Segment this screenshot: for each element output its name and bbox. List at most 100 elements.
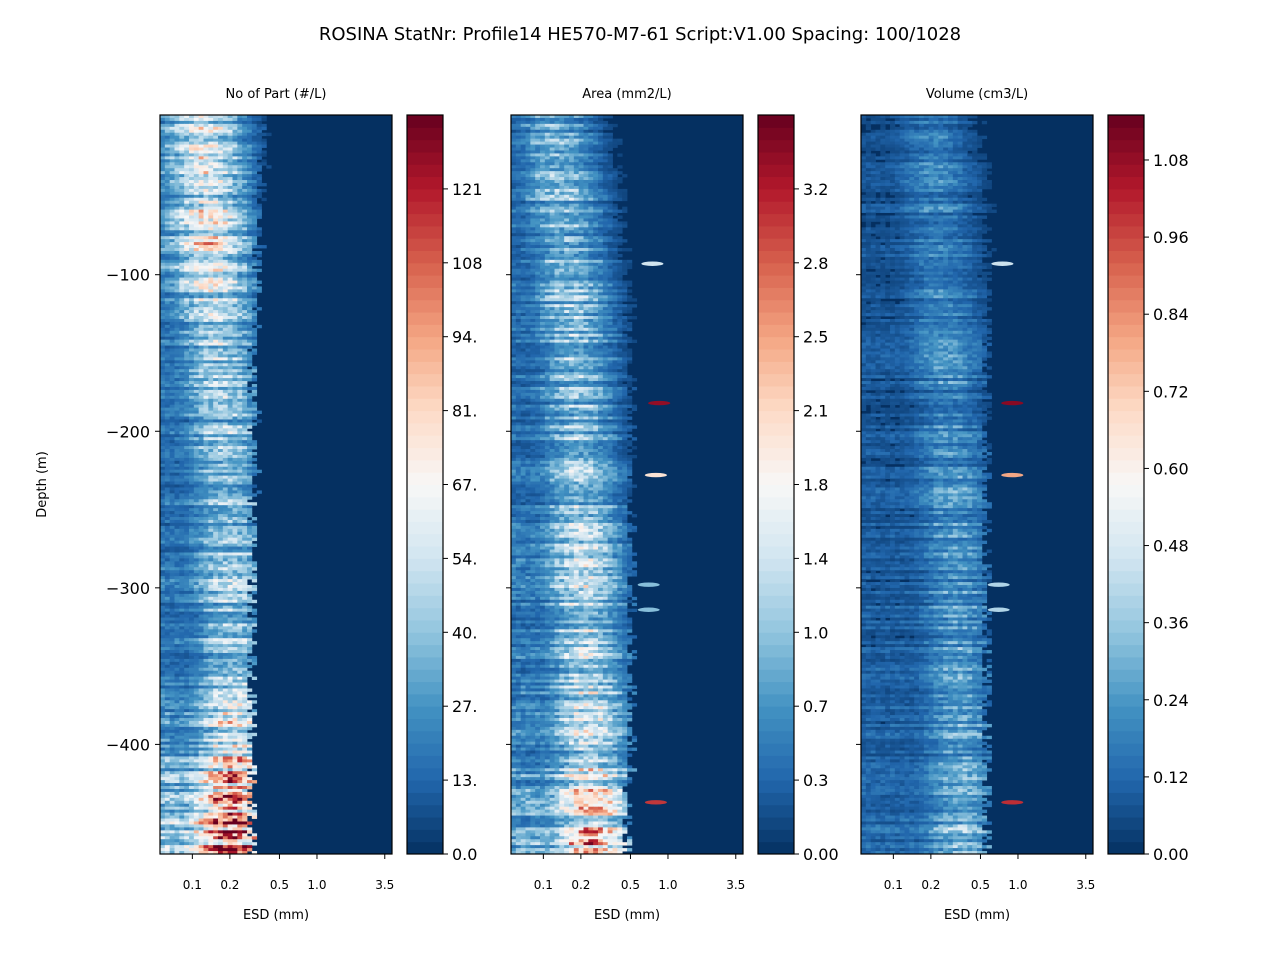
heatmap-cell [208,697,214,701]
heatmap-cell [164,827,171,831]
heatmap-cell [189,144,195,148]
heatmap-cell [184,182,190,187]
heatmap-cell [164,750,171,754]
heatmap-cell [213,197,219,202]
heatmap-cell [184,502,190,506]
heatmap-cell [222,626,229,630]
heatmap-cell [222,505,229,509]
heatmap-cell [198,827,204,831]
heatmap-cell [213,774,219,778]
heatmap-cell [203,298,209,302]
heatmap-cell [227,519,233,524]
heatmap-cell [184,194,190,199]
heatmap-cell [237,185,243,190]
heatmap-cell [174,330,180,335]
heatmap-cell [227,147,233,151]
x-tick-label: 0.5 [270,878,289,892]
heatmap-cell [222,321,229,326]
heatmap-cell [227,171,233,175]
heatmap-cell [203,815,209,819]
heatmap-cell [164,741,171,746]
heatmap-cell [189,762,195,766]
heatmap-cell [251,599,258,604]
heatmap-cell [218,401,224,406]
heatmap-cell [208,147,214,151]
heatmap-cell [237,381,243,385]
heatmap-cell [247,194,253,199]
heatmap-cell [164,138,171,143]
heatmap-cell [232,466,238,471]
heatmap-cell [189,788,195,793]
heatmap-cell [208,342,214,346]
heatmap-cell [203,342,209,346]
heatmap-cell [184,508,190,512]
heatmap-cell [198,289,204,293]
heatmap-cell [193,741,200,746]
heatmap-cell [203,422,209,426]
heatmap-cell [208,525,214,530]
heatmap-cell [184,345,190,349]
heatmap-cell [198,449,204,453]
heatmap-cell [232,759,238,763]
heatmap-cell [179,446,185,450]
heatmap-cell [247,463,253,468]
heatmap-cell [179,531,185,536]
heatmap-cell [169,771,175,775]
heatmap-cell [247,248,253,252]
heatmap-cell [174,443,180,447]
heatmap-cell [198,744,204,748]
heatmap-cell [160,750,166,754]
heatmap-cell [198,197,204,202]
heatmap-cell [218,528,224,533]
heatmap-cell [203,177,209,181]
heatmap-cell [193,162,200,166]
heatmap-cell [193,342,200,346]
heatmap-cell [169,478,175,482]
heatmap-cell [169,667,175,672]
heatmap-cell [189,298,195,302]
heatmap-cell [208,626,214,630]
heatmap-cell [218,316,224,320]
heatmap-cell [251,268,258,273]
heatmap-cell [184,738,190,743]
heatmap-cell [208,360,214,364]
heatmap-cell [189,726,195,731]
heatmap-cell [203,274,209,278]
heatmap-cell [198,712,204,716]
heatmap-cell [174,703,180,707]
heatmap-cell [184,197,190,202]
heatmap-cell [247,599,253,604]
heatmap-cell [237,528,243,533]
heatmap-cell [160,209,166,213]
heatmap-cell [208,150,214,154]
heatmap-cell [227,330,233,335]
heatmap-cell [169,460,175,465]
heatmap-cell [232,324,238,329]
heatmap-cell [198,475,204,479]
heatmap-cell [189,115,195,119]
heatmap-cell [179,375,185,379]
colorbar-segment [407,681,443,695]
heatmap-cell [222,336,229,341]
heatmap-cell [203,316,209,320]
heatmap-cell [189,800,195,805]
heatmap-cell [198,135,204,140]
heatmap-cell [174,132,180,137]
heatmap-cell [193,457,200,462]
heatmap-cell [184,797,190,802]
heatmap-cell [251,842,258,846]
heatmap-cell [203,182,209,187]
heatmap-cell [251,771,258,775]
heatmap-cell [242,605,248,610]
heatmap-cell [203,851,209,855]
heatmap-cell [218,165,224,169]
heatmap-cell [247,431,253,435]
heatmap-cell [222,153,229,157]
heatmap-cell [189,363,195,367]
heatmap-cell [179,336,185,341]
heatmap-cell [242,644,248,648]
heatmap-cell [208,129,214,134]
heatmap-cell [222,277,229,281]
heatmap-cell [203,493,209,497]
heatmap-cell [237,685,243,689]
